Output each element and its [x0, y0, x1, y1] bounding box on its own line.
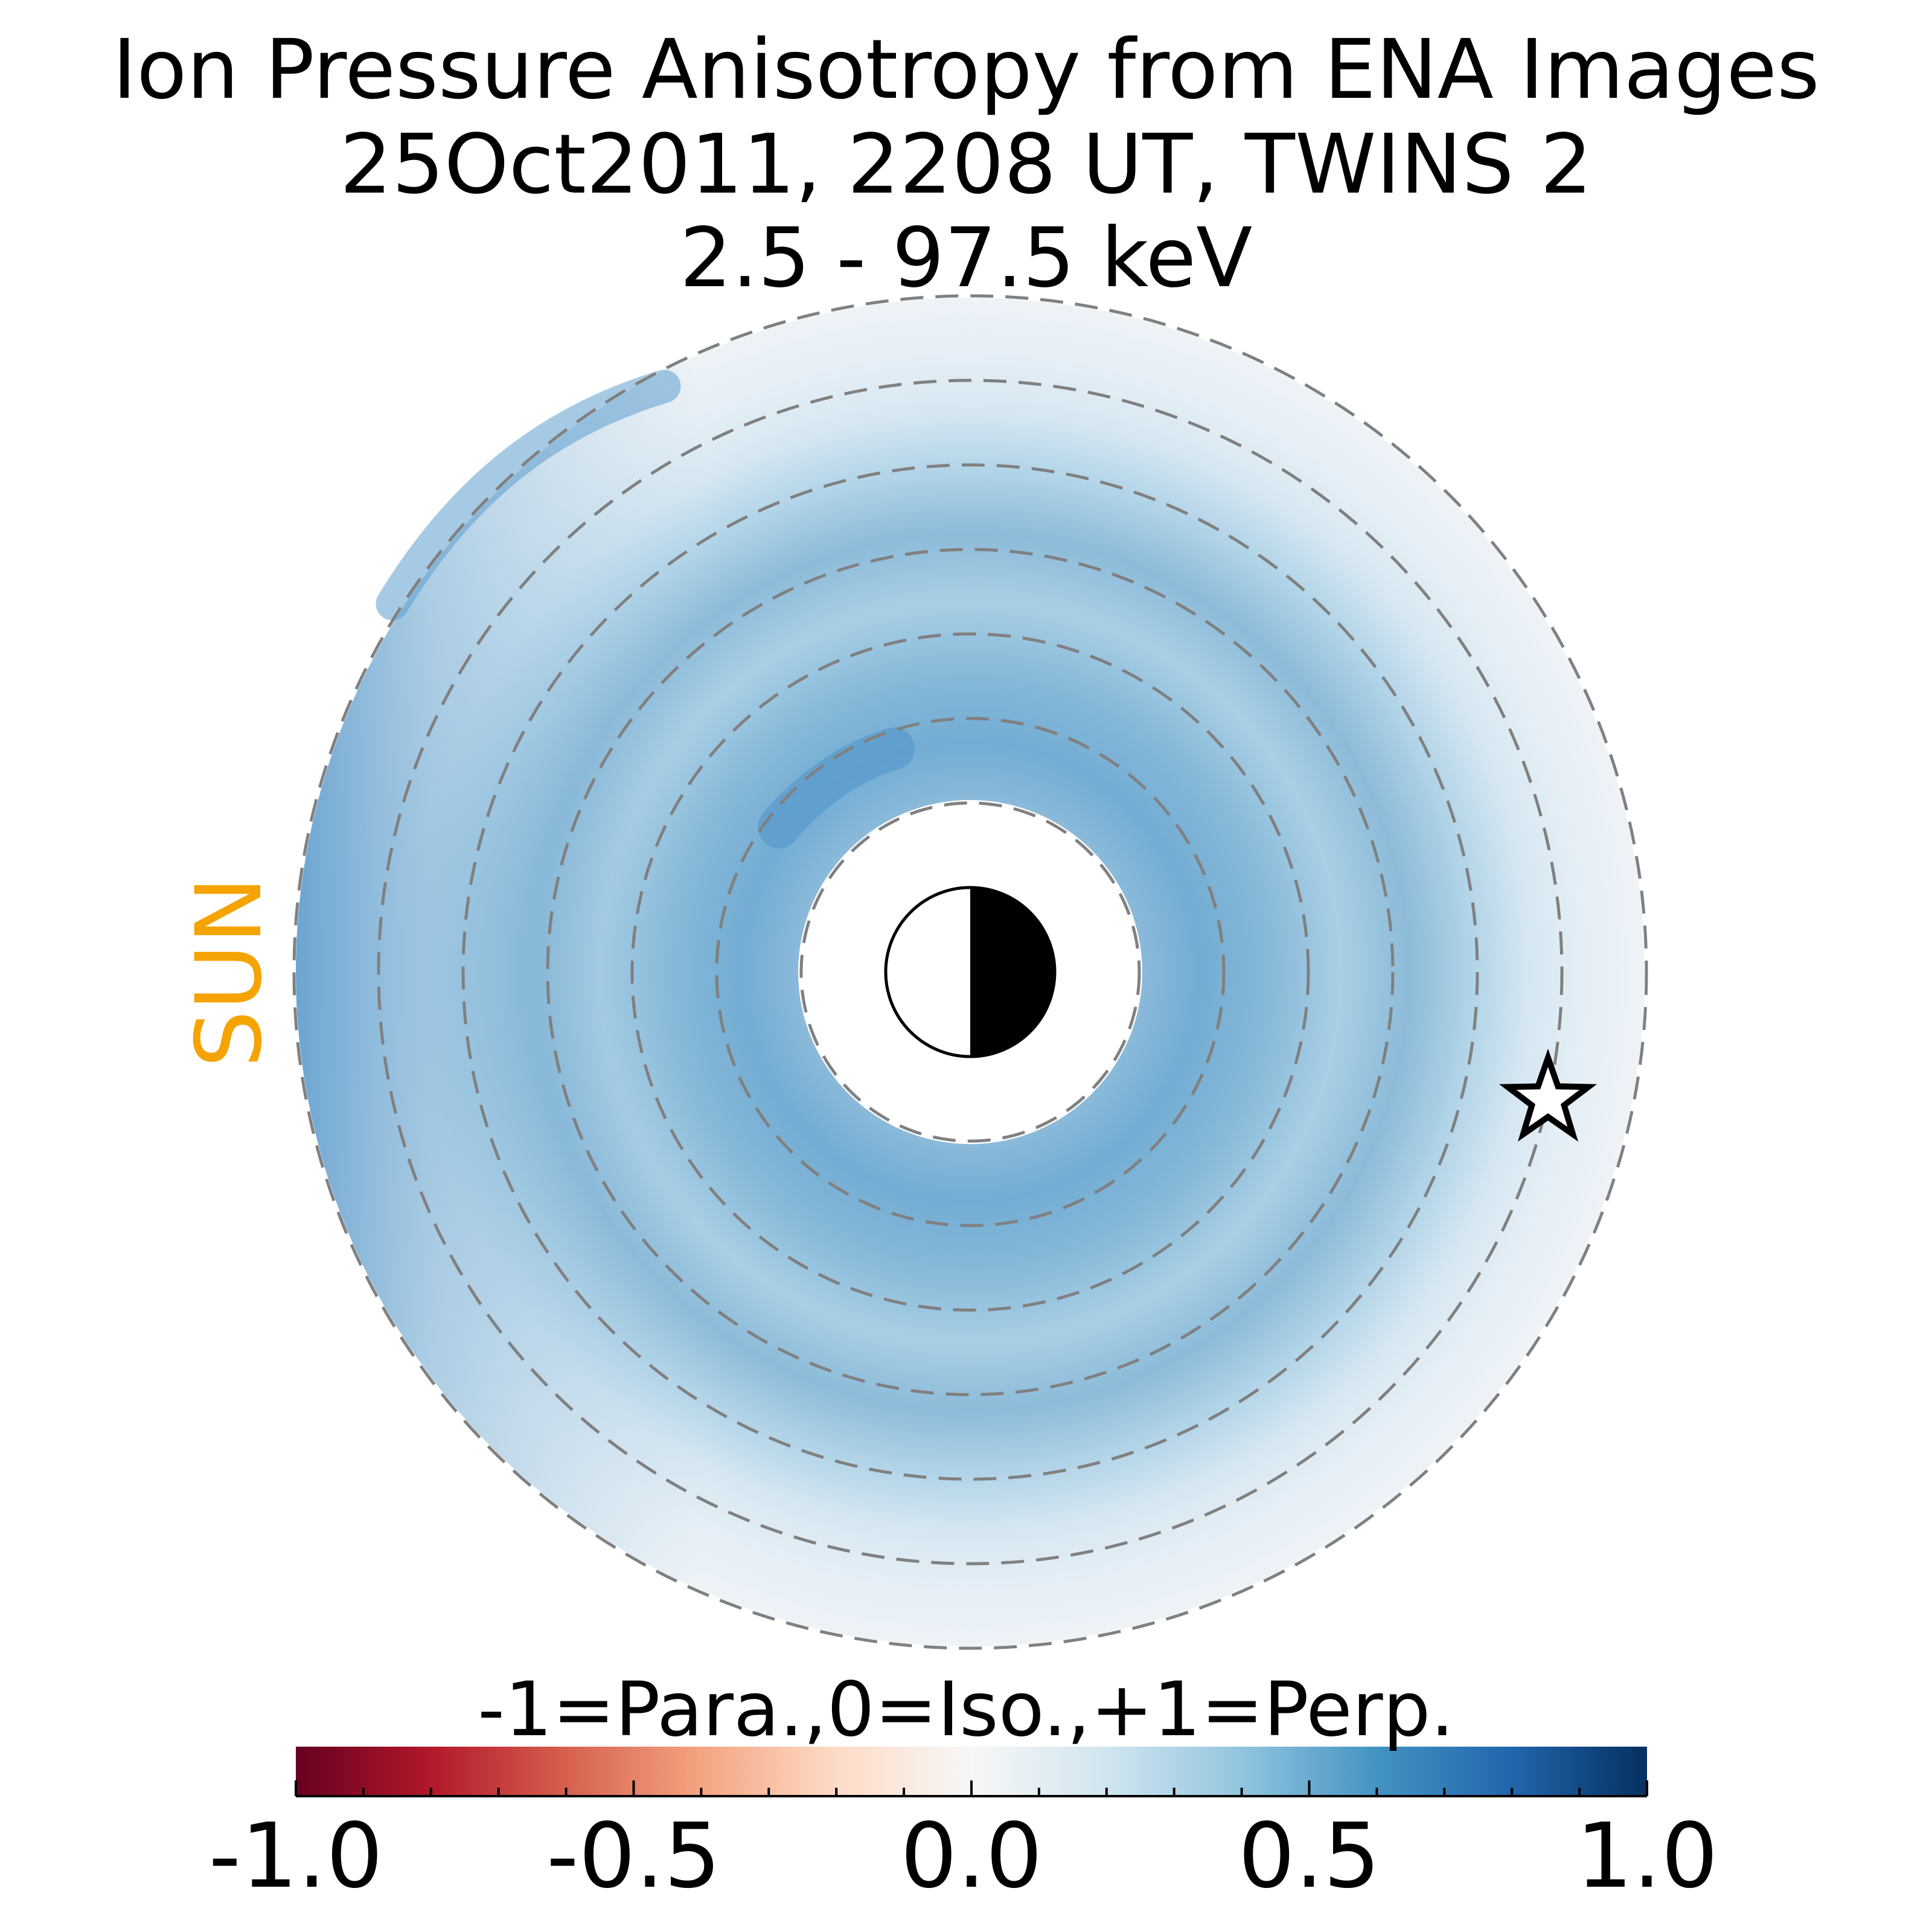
colorbar-tick-label: -1.0: [208, 1804, 383, 1908]
grid-circle: [292, 294, 1648, 1650]
grid-circle: [546, 548, 1395, 1396]
colorbar-tick-label: 1.0: [1576, 1804, 1718, 1908]
colorbar-tick-label: -0.5: [546, 1804, 721, 1908]
grid-circles: [292, 294, 1648, 1650]
title-line-2: 25Oct2011, 2208 UT, TWINS 2: [339, 117, 1593, 213]
grid-circle: [377, 379, 1564, 1566]
grid-circle: [715, 717, 1226, 1227]
colorbar-label: -1=Para.,0=Iso.,+1=Perp.: [478, 1666, 1454, 1753]
spacecraft-star-icon: [1499, 1048, 1598, 1142]
colorbar-tick-label: 0.0: [900, 1804, 1043, 1908]
colorbar-ticks: [295, 1780, 1648, 1797]
title-line-3: 2.5 - 97.5 keV: [679, 211, 1253, 306]
colorbar-tick-label: 0.5: [1238, 1804, 1381, 1908]
earth-symbol: [884, 886, 1057, 1058]
grid-circle: [799, 801, 1141, 1143]
grid-circle: [630, 632, 1310, 1312]
sun-direction-label: SUN: [177, 876, 282, 1068]
grid-circle: [461, 463, 1479, 1481]
title-line-1: Ion Pressure Anisotropy from ENA Images: [112, 22, 1820, 118]
colorbar: [295, 1747, 1648, 1797]
